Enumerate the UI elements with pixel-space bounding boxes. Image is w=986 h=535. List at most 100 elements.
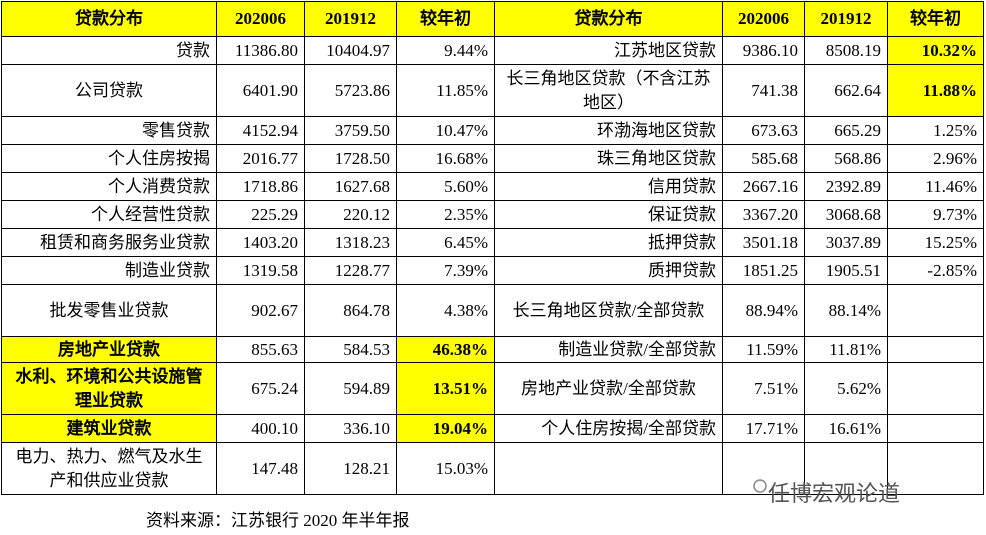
table-cell: 902.67 (216, 284, 305, 337)
table-cell: 3501.18 (722, 228, 805, 257)
table-row: 个人消费贷款 1718.86 1627.68 5.60% 信用贷款 2667.16 2392… (1, 172, 984, 201)
table-cell: 128.21 (304, 442, 397, 495)
table-cell: 3759.50 (304, 116, 397, 145)
table-cell: 9.44% (396, 36, 495, 65)
table-cell: 400.10 (216, 414, 305, 443)
table-cell: 11.85% (396, 64, 495, 117)
table-cell: 6401.90 (216, 64, 305, 117)
table-row: 批发零售业贷款 902.67 864.78 4.38% 长三角地区贷款/全部贷款 88.9… (1, 284, 984, 337)
table-cell: 11.46% (887, 172, 984, 201)
table-cell: 贷款 (1, 36, 217, 65)
table-cell: 225.29 (216, 200, 305, 229)
table-cell (887, 414, 984, 443)
table-cell: 10.47% (396, 116, 495, 145)
table-cell: 江苏地区贷款 (494, 36, 723, 65)
table-cell: 16.61% (804, 414, 888, 443)
table-cell: 1851.25 (722, 256, 805, 285)
table-cell: 6.45% (396, 228, 495, 257)
table-cell: 594.89 (304, 362, 397, 415)
table-cell: 673.63 (722, 116, 805, 145)
table-cell: 10.32% (887, 36, 984, 65)
table-row: 公司贷款 6401.90 5723.86 11.85% 长三角地区贷款（不含江苏地区） 7… (1, 64, 984, 117)
table-cell: 585.68 (722, 144, 805, 173)
table-cell: 房地产业贷款 (1, 336, 217, 363)
table-cell: 信用贷款 (494, 172, 723, 201)
table-cell: 11.88% (887, 64, 984, 117)
table-cell: 46.38% (396, 336, 495, 363)
table-cell: 5.62% (804, 362, 888, 415)
table-cell: 11.59% (722, 336, 805, 363)
table-cell: -2.85% (887, 256, 984, 285)
table-cell: 665.29 (804, 116, 888, 145)
table-cell: 批发零售业贷款 (1, 284, 217, 337)
table-cell: 4.38% (396, 284, 495, 337)
table-row: 建筑业贷款 400.10 336.10 19.04% 个人住房按揭/全部贷款 17.71%… (1, 414, 984, 443)
table-cell: 17.71% (722, 414, 805, 443)
table-cell: 抵押贷款 (494, 228, 723, 257)
table-cell (804, 442, 888, 495)
table-row: 零售贷款 4152.94 3759.50 10.47% 环渤海地区贷款 673.63 665… (1, 116, 984, 145)
table-cell: 2.35% (396, 200, 495, 229)
header-cell: 202006 (216, 1, 305, 37)
table-cell: 855.63 (216, 336, 305, 363)
table-cell: 1905.51 (804, 256, 888, 285)
table-cell: 1718.86 (216, 172, 305, 201)
table-cell: 5.60% (396, 172, 495, 201)
table-cell: 19.04% (396, 414, 495, 443)
wechat-icon (753, 479, 767, 493)
table-cell: 2.96% (887, 144, 984, 173)
table-cell: 568.86 (804, 144, 888, 173)
table-row: 个人经营性贷款 225.29 220.12 2.35% 保证贷款 3367.20 3068.… (1, 200, 984, 229)
table-cell: 9386.10 (722, 36, 805, 65)
table-cell: 长三角地区贷款/全部贷款 (494, 284, 723, 337)
table-cell: 16.68% (396, 144, 495, 173)
table-cell: 7.51% (722, 362, 805, 415)
table-cell: 88.14% (804, 284, 888, 337)
table-cell: 13.51% (396, 362, 495, 415)
table-cell: 15.03% (396, 442, 495, 495)
header-cell: 202006 (722, 1, 805, 37)
table-cell: 147.48 (216, 442, 305, 495)
table-cell: 3037.89 (804, 228, 888, 257)
table-cell: 1403.20 (216, 228, 305, 257)
table-cell: 7.39% (396, 256, 495, 285)
table-cell: 制造业贷款 (1, 256, 217, 285)
table-cell: 5723.86 (304, 64, 397, 117)
table-cell: 个人住房按揭 (1, 144, 217, 173)
table-cell: 584.53 (304, 336, 397, 363)
table-cell: 675.24 (216, 362, 305, 415)
table-cell: 1318.23 (304, 228, 397, 257)
table-cell: 长三角地区贷款（不含江苏地区） (494, 64, 723, 117)
header-cell: 较年初 (887, 1, 984, 37)
table-cell: 864.78 (304, 284, 397, 337)
table-cell (887, 336, 984, 363)
table-cell: 1228.77 (304, 256, 397, 285)
watermark: 任博宏观论道 (768, 482, 901, 507)
table-cell: 公司贷款 (1, 64, 217, 117)
table-cell (887, 442, 984, 495)
table-cell: 662.64 (804, 64, 888, 117)
table-cell: 质押贷款 (494, 256, 723, 285)
table-row: 租赁和商务服务业贷款 1403.20 1318.23 6.45% 抵押贷款 3501.18… (1, 228, 984, 257)
header-cell: 较年初 (396, 1, 495, 37)
table-cell: 741.38 (722, 64, 805, 117)
table-cell: 220.12 (304, 200, 397, 229)
header-row: 贷款分布 202006 201912 较年初 贷款分布 202006 201912 较年初 (1, 1, 984, 37)
table-cell: 环渤海地区贷款 (494, 116, 723, 145)
table-cell: 保证贷款 (494, 200, 723, 229)
header-cell: 贷款分布 (1, 1, 217, 37)
table-cell: 2016.77 (216, 144, 305, 173)
table-cell: 11.81% (804, 336, 888, 363)
header-cell: 201912 (804, 1, 888, 37)
table-row: 水利、环境和公共设施管理业贷款 675.24 594.89 13.51% 房地产业贷款/… (1, 362, 984, 415)
table-row: 制造业贷款 1319.58 1228.77 7.39% 质押贷款 1851.25 1905.… (1, 256, 984, 285)
table-cell: 10404.97 (304, 36, 397, 65)
table-cell: 88.94% (722, 284, 805, 337)
table-cell: 3068.68 (804, 200, 888, 229)
table-cell: 个人经营性贷款 (1, 200, 217, 229)
table-cell: 个人住房按揭/全部贷款 (494, 414, 723, 443)
table-cell: 制造业贷款/全部贷款 (494, 336, 723, 363)
table-cell: 房地产业贷款/全部贷款 (494, 362, 723, 415)
table-cell: 15.25% (887, 228, 984, 257)
